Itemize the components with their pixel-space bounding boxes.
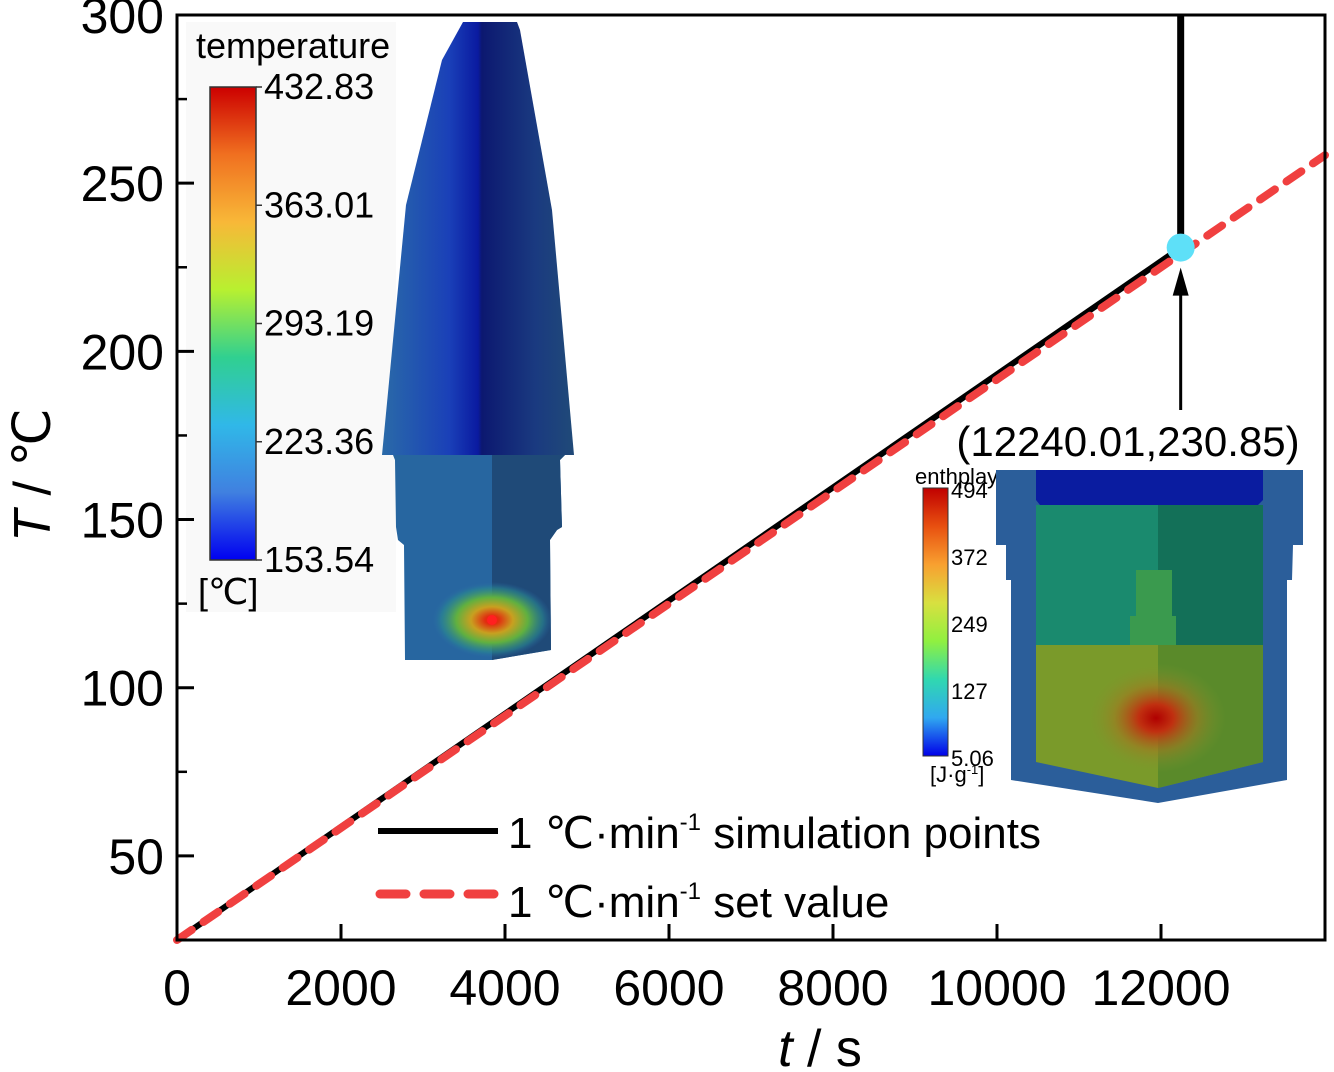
x-axis-title: t / s xyxy=(778,1020,862,1072)
series-set-value-line xyxy=(173,151,1329,944)
colorbar-temperature-tick-label: 432.83 xyxy=(264,66,374,107)
colorbar-temperature xyxy=(209,86,257,561)
inset-temperature-field: temperature 432.83 363.01 293.19 223.36 153.… xyxy=(186,22,574,660)
y-tick-label: 300 xyxy=(81,0,164,44)
colorbar-enthalpy xyxy=(922,487,949,757)
nozzle-model xyxy=(382,22,574,660)
legend-label-simulation: 1 ℃·min-1 simulation points xyxy=(508,809,1041,858)
legend-background xyxy=(370,800,1110,920)
x-tick-label: 2000 xyxy=(285,960,396,1016)
x-tick-label: 12000 xyxy=(1091,960,1230,1016)
x-tick-label: 4000 xyxy=(449,960,560,1016)
y-tick-label: 150 xyxy=(81,493,164,549)
colorbar-temperature-tick-label: 223.36 xyxy=(264,421,374,462)
x-tick-label: 8000 xyxy=(777,960,888,1016)
annotation-arrow-head xyxy=(1172,267,1189,296)
y-tick-label: 250 xyxy=(81,156,164,212)
annotation: (12240.01,230.85) xyxy=(956,418,1299,465)
y-tick-label: 200 xyxy=(81,324,164,380)
x-tick-label: 10000 xyxy=(927,960,1066,1016)
legend-label-set-value: 1 ℃·min-1 set value xyxy=(508,878,889,927)
colorbar-temperature-tick-label: 153.54 xyxy=(264,539,374,580)
colorbar-enthalpy-tick-label: 249 xyxy=(951,612,988,637)
y-axis-title: T / ℃ xyxy=(4,408,62,542)
x-axis-ticks: 0 2000 4000 6000 8000 10000 12000 xyxy=(163,924,1231,1016)
legend: 1 ℃·min-1 simulation points 1 ℃·min-1 se… xyxy=(370,800,1110,927)
annotation-label: (12240.01,230.85) xyxy=(956,418,1299,465)
colorbar-temperature-ticks: 432.83 363.01 293.19 223.36 153.54 xyxy=(256,66,374,580)
colorbar-temperature-tick-label: 363.01 xyxy=(264,184,374,225)
colorbar-title-enthalpy: enthplay xyxy=(915,464,998,489)
plot-frame xyxy=(175,13,1327,942)
end-point-marker xyxy=(1166,233,1195,262)
y-axis-ticks: 50 100 150 200 250 300 xyxy=(81,0,194,885)
data-layer xyxy=(173,15,1329,944)
colorbar-temperature-tick-label: 293.19 xyxy=(264,303,374,344)
colorbar-title-temperature: temperature xyxy=(196,25,390,66)
inset-enthalpy-field: enthplay 494 372 249 127 5.06 [J·g-1] xyxy=(915,464,1303,803)
colorbar-unit-temperature: [℃] xyxy=(198,571,258,612)
crucible-model xyxy=(996,470,1303,803)
colorbar-enthalpy-tick-label: 127 xyxy=(951,679,988,704)
colorbar-unit-enthalpy: [J·g-1] xyxy=(930,762,984,787)
colorbar-enthalpy-ticks: 494 372 249 127 5.06 xyxy=(951,478,994,771)
colorbar-enthalpy-tick-label: 5.06 xyxy=(951,746,994,771)
x-tick-label: 0 xyxy=(163,960,191,1016)
x-tick-label: 6000 xyxy=(613,960,724,1016)
colorbar-enthalpy-tick-label: 372 xyxy=(951,545,988,570)
y-tick-label: 50 xyxy=(108,829,164,885)
colorbar-enthalpy-tick-label: 494 xyxy=(951,478,988,503)
y-tick-label: 100 xyxy=(81,661,164,717)
